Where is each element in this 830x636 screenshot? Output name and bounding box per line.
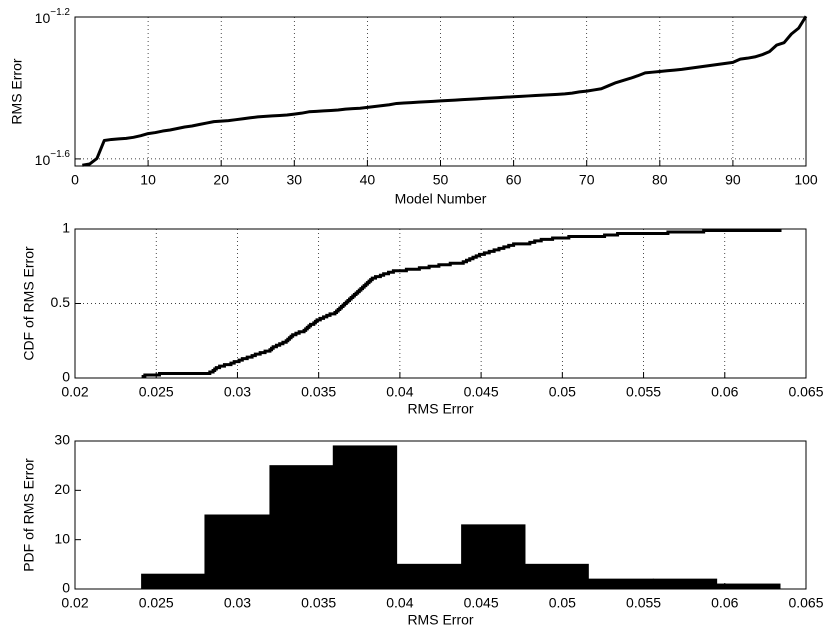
x-tick-label: 0.045 [464,384,499,400]
x-tick-label: 0.05 [549,384,576,400]
histogram-bar [524,563,589,590]
x-tick-label: 0.025 [139,384,174,400]
x-tick-label: 0.05 [549,595,576,611]
x-tick-label: 60 [506,172,522,188]
y-axis-label: PDF of RMS Error [21,458,37,572]
x-tick-label: 70 [579,172,595,188]
axes-frame [74,228,807,379]
x-tick-label: 0.035 [301,384,336,400]
x-tick-label: 30 [287,172,303,188]
x-tick-label: 0.055 [626,384,661,400]
x-axis-label: RMS Error [407,401,473,417]
y-tick-label: 0 [62,580,70,596]
x-axis-label: Model Number [395,191,487,207]
x-tick-label: 0.03 [224,384,251,400]
x-tick-label: 20 [213,172,229,188]
x-tick-label: 0.04 [386,384,413,400]
x-tick-label: 0.035 [301,595,336,611]
y-tick-label: 30 [54,432,70,448]
x-tick-label: 10 [140,172,156,188]
x-tick-label: 0.06 [711,384,738,400]
x-tick-label: 0.04 [386,595,413,611]
x-tick-label: 0.025 [139,595,174,611]
histogram-bar [461,524,526,590]
y-tick-label: 10−1.2 [35,7,71,26]
histogram-bar [269,465,334,590]
histogram-bar [652,578,718,590]
x-tick-label: 0.065 [788,384,823,400]
x-tick-label: 0.055 [626,595,661,611]
x-tick-label: 50 [433,172,449,188]
cdf-line [141,228,782,379]
axes-frame [74,16,807,167]
x-tick-label: 0.03 [224,595,251,611]
histogram-bar [332,445,398,590]
x-tick-label: 100 [794,172,818,188]
y-tick-label: 0.5 [51,294,71,310]
histogram-bar [396,563,463,590]
y-axis-label: CDF of RMS Error [21,246,37,361]
x-tick-label: 0.02 [61,384,88,400]
x-axis-label: RMS Error [407,612,473,628]
x-tick-label: 80 [652,172,668,188]
data-line [82,15,808,167]
y-tick-label: 20 [54,481,70,497]
x-tick-label: 0.065 [788,595,823,611]
y-tick-label: 0 [62,369,70,385]
x-tick-label: 0.045 [464,595,499,611]
y-tick-label: 1 [62,220,70,236]
x-tick-label: 0.02 [61,595,88,611]
histogram-bar [204,514,271,590]
x-tick-label: 0 [71,172,79,188]
histogram-bar [716,583,781,590]
y-axis-label: RMS Error [9,58,25,124]
histogram-bar [587,578,654,590]
x-tick-label: 0.06 [711,595,738,611]
y-tick-label: 10 [54,530,70,546]
x-tick-label: 90 [725,172,741,188]
y-tick-label: 10−1.6 [35,149,71,168]
histogram-bar [141,573,206,590]
x-tick-label: 40 [360,172,376,188]
